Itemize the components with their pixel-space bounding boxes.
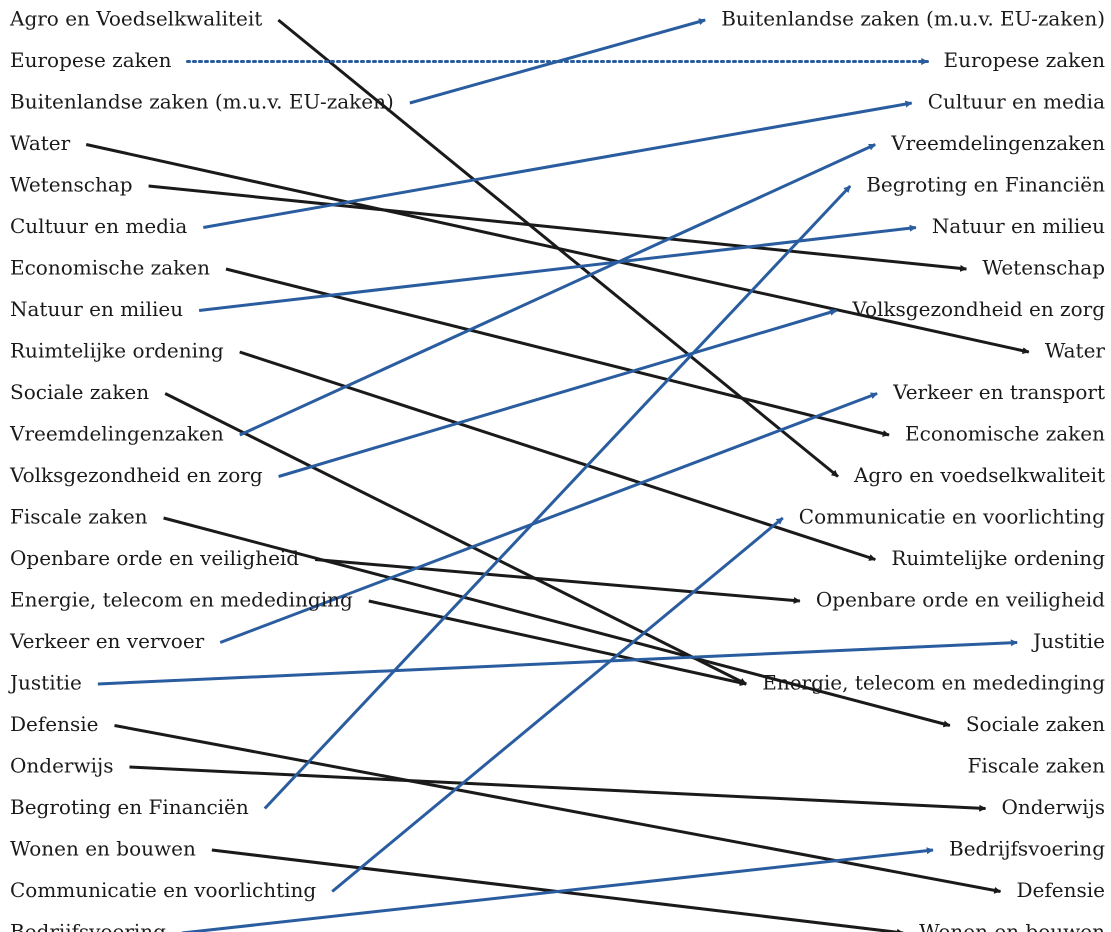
left-label-agro-en-voedselkwaliteit: Agro en Voedselkwaliteit — [9, 7, 262, 31]
arrow-fiscale-zaken-to-sociale-zaken — [163, 516, 951, 728]
arrow-sociale-zaken-to-energie-telecom-en-mededinging — [164, 392, 747, 686]
left-label-communicatie-en-voorlichting: Communicatie en voorlichting — [10, 878, 316, 902]
arrow-buitenlandse-zaken-m-u-v-eu-zaken-to-buitenlandse-zaken-m-u-v-eu-zaken — [409, 18, 706, 105]
left-label-defensie: Defensie — [10, 712, 99, 736]
arrow-energie-telecom-en-mededinging-to-energie-telecom-en-mededinging — [368, 599, 747, 687]
right-label-openbare-orde-en-veiligheid: Openbare orde en veiligheid — [816, 588, 1105, 612]
left-label-volksgezondheid-en-zorg: Volksgezondheid en zorg — [9, 463, 263, 487]
left-label-cultuur-en-media: Cultuur en media — [10, 214, 187, 238]
right-label-justitie: Justitie — [1031, 629, 1105, 653]
arrow-defensie-to-defensie — [114, 724, 1002, 894]
right-label-begroting-en-financien: Begroting en Financiën — [866, 173, 1105, 197]
right-label-agro-en-voedselkwaliteit: Agro en voedselkwaliteit — [853, 463, 1105, 487]
left-label-europese-zaken: Europese zaken — [10, 48, 172, 72]
arrow-cultuur-en-media-to-cultuur-en-media — [203, 100, 913, 229]
left-label-fiscale-zaken: Fiscale zaken — [10, 505, 148, 529]
right-label-verkeer-en-transport: Verkeer en transport — [892, 380, 1105, 404]
right-label-energie-telecom-en-mededinging: Energie, telecom en mededinging — [762, 671, 1105, 695]
right-label-fiscale-zaken: Fiscale zaken — [967, 754, 1105, 778]
left-label-openbare-orde-en-veiligheid: Openbare orde en veiligheid — [10, 546, 299, 570]
arrow-economische-zaken-to-economische-zaken — [225, 267, 890, 437]
right-label-cultuur-en-media: Cultuur en media — [928, 90, 1105, 114]
left-label-water: Water — [10, 131, 71, 155]
right-label-onderwijs: Onderwijs — [1002, 795, 1105, 819]
left-label-onderwijs: Onderwijs — [10, 754, 113, 778]
arrow-layer — [85, 18, 1030, 932]
arrow-volksgezondheid-en-zorg-to-volksgezondheid-en-zorg — [278, 308, 838, 478]
left-column: Agro en Voedselkwaliteit Europese zaken Bu… — [8, 7, 394, 932]
right-label-europese-zaken: Europese zaken — [944, 48, 1106, 72]
right-label-volksgezondheid-en-zorg: Volksgezondheid en zorg — [851, 297, 1105, 321]
right-label-wetenschap: Wetenschap — [982, 256, 1105, 280]
arrow-wetenschap-to-wetenschap — [148, 184, 968, 272]
left-label-natuur-en-milieu: Natuur en milieu — [10, 297, 183, 321]
right-label-sociale-zaken: Sociale zaken — [966, 712, 1105, 736]
arrow-justitie-to-justitie — [97, 639, 1018, 686]
left-label-energie-telecom-en-mededinging: Energie, telecom en mededinging — [10, 588, 353, 612]
left-label-begroting-en-financien: Begroting en Financiën — [10, 795, 249, 819]
right-label-buitenlandse-zaken-m-u-v-eu-zaken: Buitenlandse zaken (m.u.v. EU-zaken) — [721, 7, 1105, 31]
arrow-begroting-en-financien-to-begroting-en-financien — [263, 184, 852, 810]
right-label-water: Water — [1045, 339, 1106, 363]
arrow-vreemdelingenzaken-to-vreemdelingenzaken — [239, 143, 876, 437]
arrow-communicatie-en-voorlichting-to-communicatie-en-voorlichting — [331, 516, 784, 893]
arrow-openbare-orde-en-veiligheid-to-openbare-orde-en-veiligheid — [314, 558, 801, 604]
right-label-natuur-en-milieu: Natuur en milieu — [932, 214, 1105, 238]
left-label-vreemdelingenzaken: Vreemdelingenzaken — [9, 422, 224, 446]
left-label-ruimtelijke-ordening: Ruimtelijke ordening — [10, 339, 224, 363]
left-label-economische-zaken: Economische zaken — [10, 256, 210, 280]
arrow-onderwijs-to-onderwijs — [129, 765, 987, 812]
arrow-ruimtelijke-ordening-to-ruimtelijke-ordening — [239, 350, 876, 561]
right-label-ruimtelijke-ordening: Ruimtelijke ordening — [891, 546, 1105, 570]
right-label-defensie: Defensie — [1017, 878, 1106, 902]
arrow-natuur-en-milieu-to-natuur-en-milieu — [198, 224, 917, 312]
left-label-justitie: Justitie — [8, 671, 82, 695]
right-label-wonen-en-bouwen: Wonen en bouwen — [919, 920, 1105, 932]
right-label-economische-zaken: Economische zaken — [905, 422, 1105, 446]
right-label-bedrijfsvoering: Bedrijfsvoering — [949, 837, 1105, 861]
left-label-sociale-zaken: Sociale zaken — [10, 380, 149, 404]
arrow-verkeer-en-vervoer-to-verkeer-en-transport — [219, 392, 878, 644]
left-label-bedrijfsvoering: Bedrijfsvoering — [10, 920, 166, 932]
left-label-wetenschap: Wetenschap — [10, 173, 133, 197]
arrow-bedrijfsvoering-to-bedrijfsvoering — [181, 847, 934, 932]
left-label-verkeer-en-vervoer: Verkeer en vervoer — [9, 629, 205, 653]
left-label-buitenlandse-zaken-m-u-v-eu-zaken: Buitenlandse zaken (m.u.v. EU-zaken) — [10, 90, 394, 114]
right-label-vreemdelingenzaken: Vreemdelingenzaken — [890, 131, 1105, 155]
arrow-water-to-water — [85, 143, 1030, 355]
right-column: Buitenlandse zaken (m.u.v. EU-zaken) Euro… — [721, 7, 1105, 932]
left-label-wonen-en-bouwen: Wonen en bouwen — [10, 837, 196, 861]
right-label-communicatie-en-voorlichting: Communicatie en voorlichting — [799, 505, 1105, 529]
